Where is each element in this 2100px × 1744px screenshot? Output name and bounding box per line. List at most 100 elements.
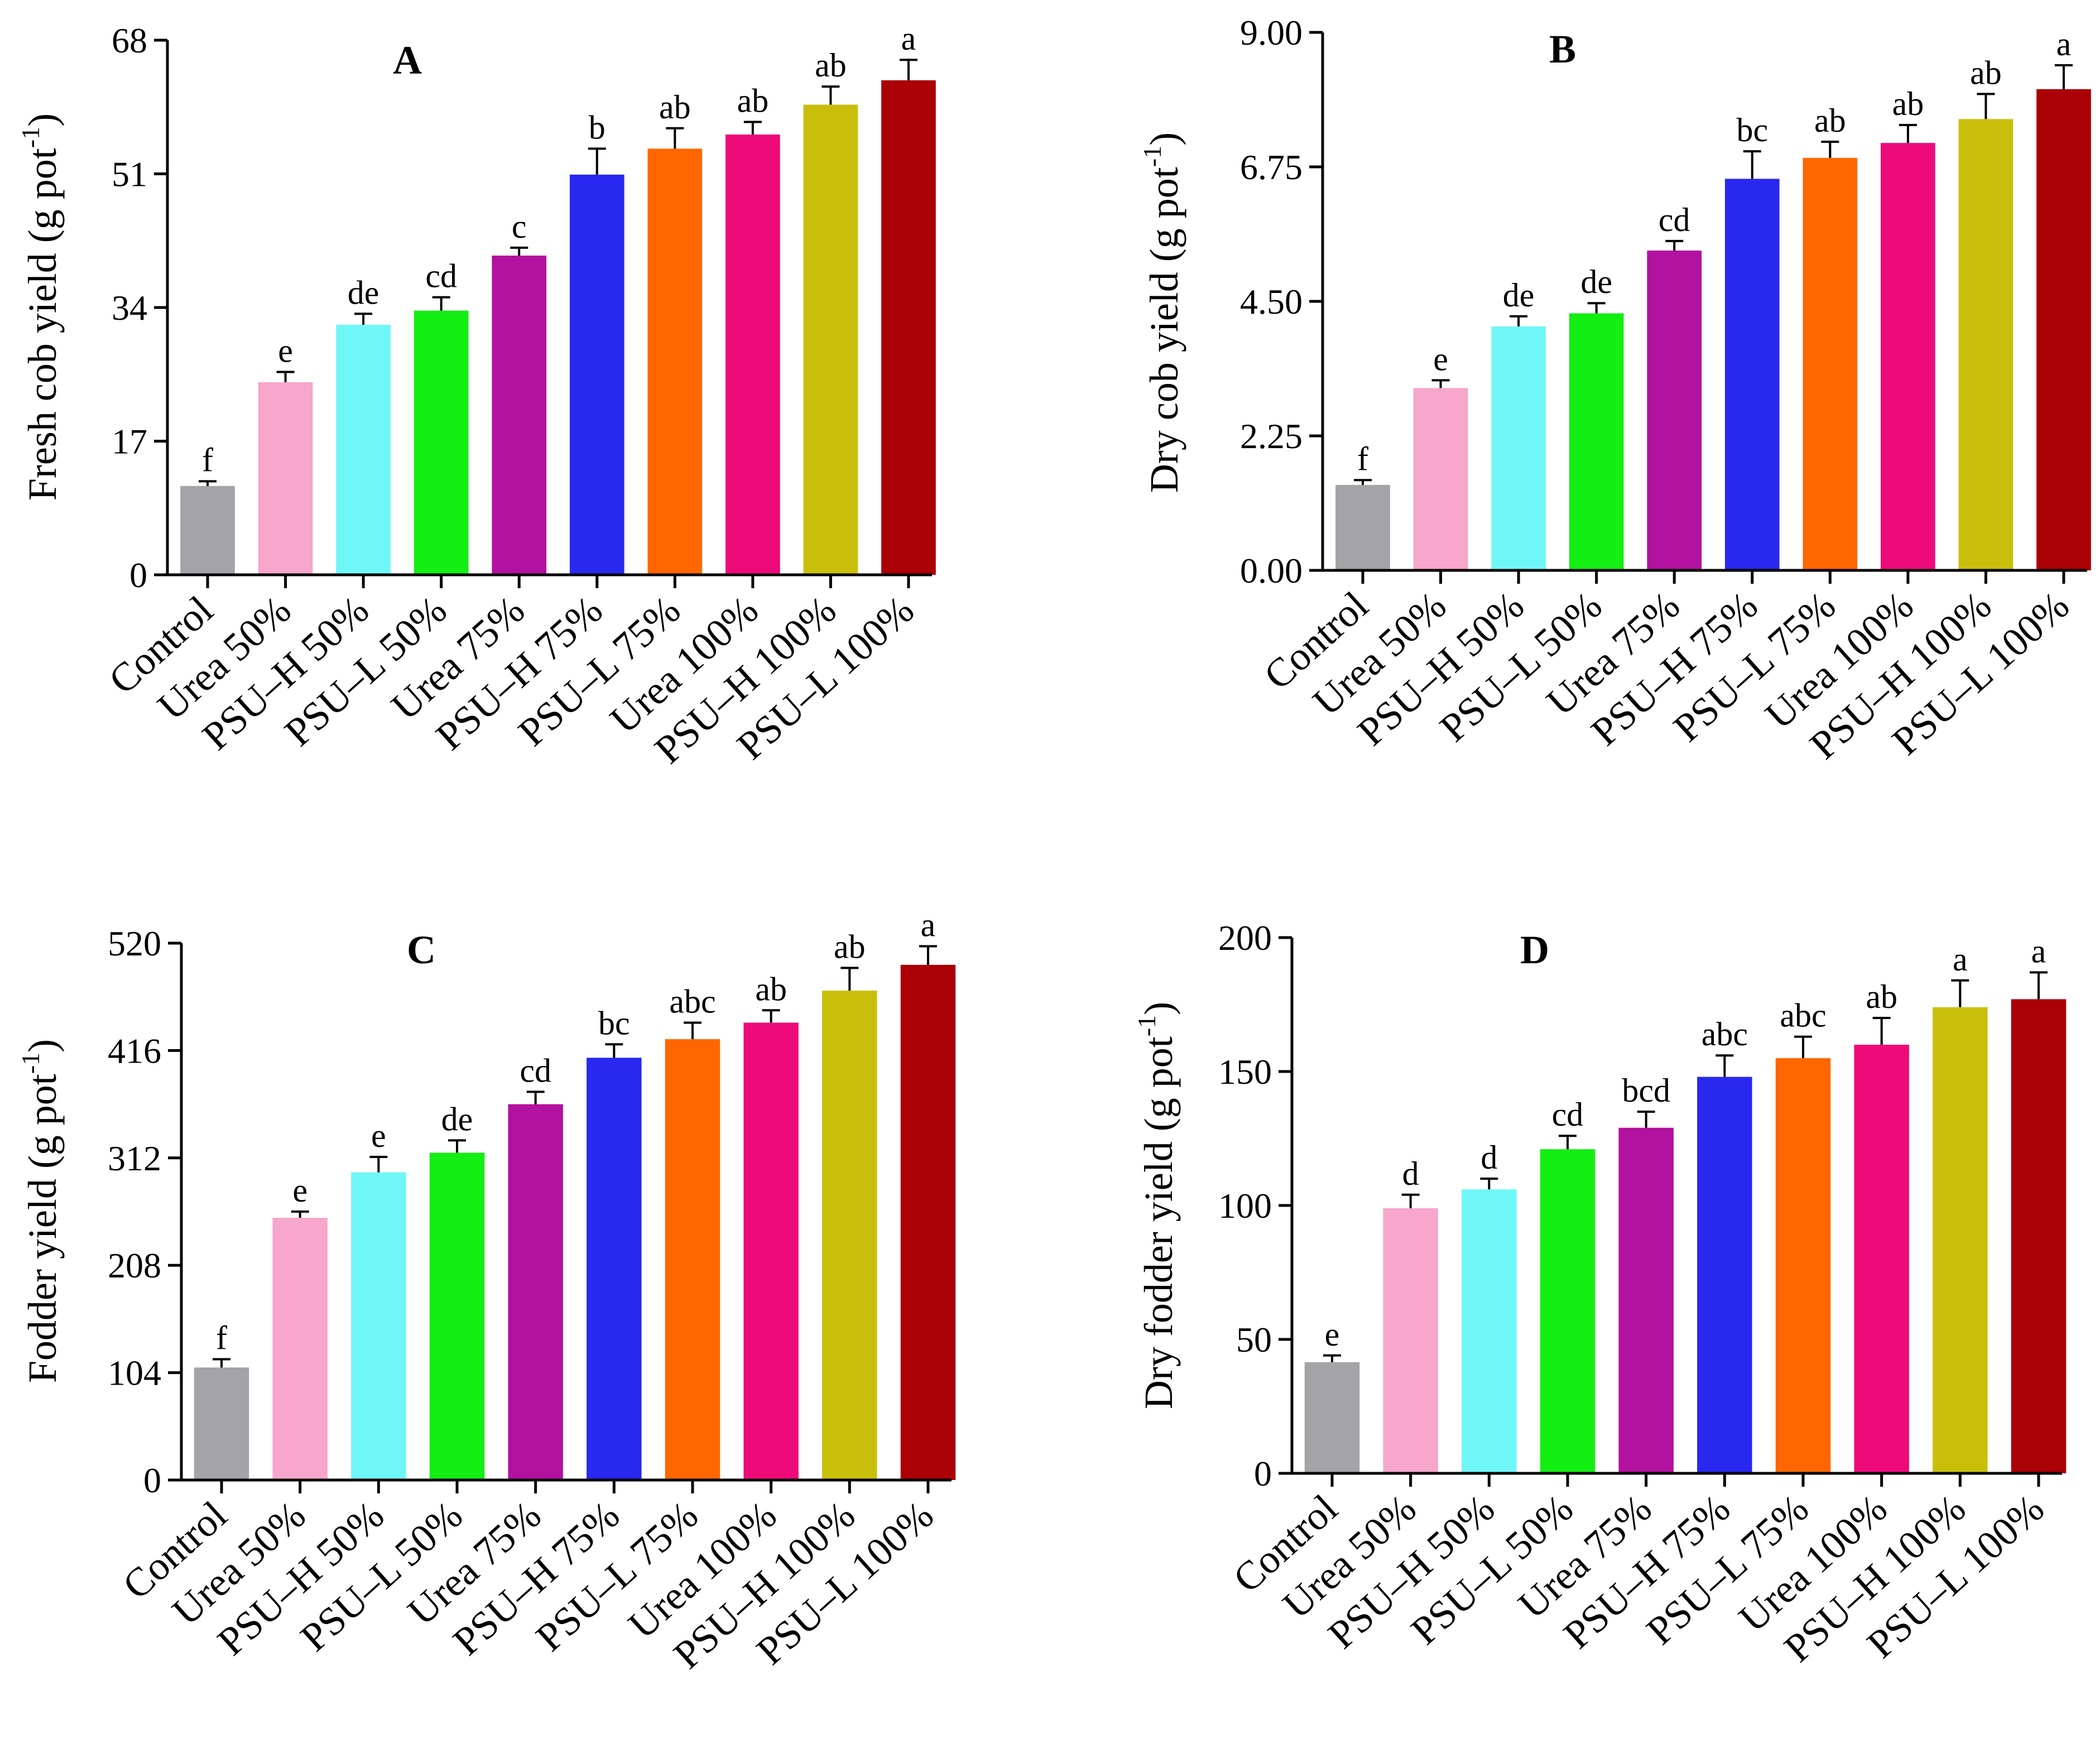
y-tick-label: 0.00 [1240, 551, 1303, 590]
significance-label: d [1481, 1139, 1497, 1176]
bar [881, 80, 936, 575]
significance-label: a [921, 907, 936, 944]
significance-label: ab [1814, 102, 1846, 139]
y-tick-label: 50 [1236, 1320, 1272, 1359]
bar [1803, 157, 1858, 570]
significance-label: cd [425, 258, 457, 295]
bar [900, 964, 956, 1480]
bar [725, 134, 780, 575]
bar [1647, 250, 1702, 570]
significance-label: e [292, 1172, 307, 1209]
y-tick-label: 104 [108, 1353, 161, 1393]
bar [1383, 1208, 1438, 1473]
significance-label: de [1503, 277, 1535, 314]
significance-label: de [1580, 263, 1612, 300]
bar [508, 1104, 563, 1480]
y-axis-title: Fodder yield (g pot-1) [16, 1039, 65, 1383]
y-tick-label: 0 [129, 555, 147, 595]
significance-label: ab [755, 971, 787, 1007]
y-tick-label: 0 [1254, 1454, 1272, 1493]
significance-label: a [1953, 941, 1968, 978]
bar [569, 174, 624, 575]
significance-label: bc [598, 1005, 630, 1041]
significance-label: cd [1659, 201, 1690, 238]
bar [803, 104, 858, 575]
bar [665, 1039, 720, 1480]
significance-label: ab [737, 83, 769, 119]
significance-label: c [512, 208, 527, 245]
bar [336, 324, 391, 575]
bar [194, 1367, 249, 1480]
significance-label: f [1357, 440, 1368, 477]
y-tick-label: 208 [108, 1246, 161, 1285]
bar [1933, 1007, 1988, 1473]
y-tick-label: 51 [112, 155, 147, 194]
significance-label: abc [669, 983, 715, 1020]
significance-label: cd [520, 1052, 551, 1089]
significance-label: bcd [1622, 1072, 1670, 1109]
significance-label: f [202, 441, 213, 478]
bar [1881, 143, 1935, 571]
significance-label: e [278, 333, 293, 369]
y-tick-label: 9.00 [1240, 13, 1303, 52]
y-tick-label: 6.75 [1240, 147, 1303, 187]
y-tick-label: 0 [143, 1460, 161, 1500]
bar [743, 1022, 799, 1480]
y-tick-label: 2.25 [1240, 416, 1303, 456]
y-tick-label: 520 [108, 924, 161, 963]
bar [351, 1172, 406, 1480]
panel-letter: B [1549, 27, 1576, 71]
bar [414, 310, 469, 575]
y-tick-label: 68 [112, 21, 147, 60]
y-axis-title: Dry cob yield (g pot-1) [1138, 132, 1186, 493]
bar [2036, 89, 2091, 570]
bar [647, 148, 703, 575]
significance-label: ab [1866, 978, 1897, 1015]
bar [1491, 326, 1546, 570]
significance-label: de [441, 1101, 473, 1137]
bar [492, 256, 547, 575]
y-tick-label: 200 [1218, 918, 1272, 958]
significance-label: ab [1970, 54, 2002, 91]
y-axis-title: Dry fodder yield (g pot-1) [1132, 1002, 1181, 1409]
significance-label: ab [834, 928, 866, 965]
bar [1304, 1362, 1360, 1473]
bar [1854, 1045, 1909, 1473]
bar [1462, 1189, 1517, 1473]
panel-letter: D [1520, 928, 1549, 972]
significance-label: e [371, 1117, 386, 1154]
significance-label: de [348, 274, 379, 311]
y-axis-title: Fresh cob yield (g pot-1) [16, 113, 65, 501]
bar [2011, 999, 2067, 1473]
bar [429, 1152, 485, 1480]
bar [822, 991, 877, 1480]
bar [1413, 388, 1468, 570]
y-tick-label: 34 [112, 288, 147, 328]
bar [1569, 313, 1624, 570]
significance-label: abc [1780, 997, 1826, 1034]
significance-label: ab [815, 47, 847, 84]
significance-label: a [2056, 26, 2072, 63]
significance-label: d [1402, 1155, 1419, 1192]
significance-label: b [589, 109, 606, 146]
y-tick-label: 150 [1218, 1052, 1272, 1092]
bar [1540, 1149, 1596, 1473]
bar [272, 1218, 328, 1480]
y-tick-label: 17 [112, 422, 147, 462]
y-tick-label: 312 [108, 1138, 161, 1178]
bar [1775, 1058, 1831, 1473]
significance-label: bc [1736, 112, 1768, 148]
significance-label: cd [1552, 1096, 1584, 1133]
bar [1335, 484, 1390, 570]
bar [1697, 1077, 1752, 1473]
bar [1724, 179, 1780, 570]
significance-label: a [2031, 933, 2046, 969]
bar [258, 382, 313, 575]
bar [587, 1058, 642, 1480]
y-tick-label: 4.50 [1240, 282, 1303, 321]
